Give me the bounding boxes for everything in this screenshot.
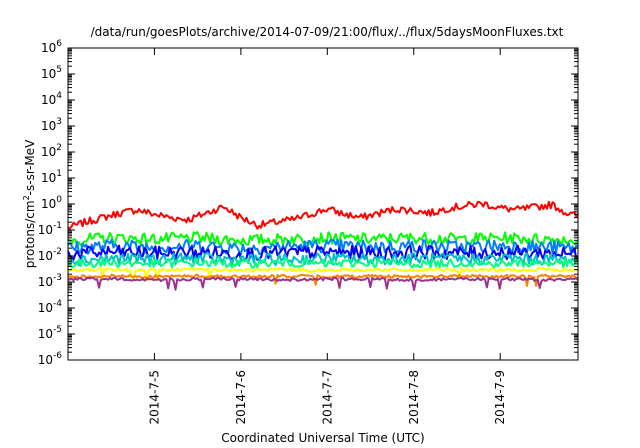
y-tick-label-base: 10 [38, 327, 53, 341]
y-tick-label: 105 [41, 65, 62, 81]
y-tick-label-base: 10 [38, 223, 53, 237]
y-tick-label-exp: -6 [53, 351, 62, 361]
series-line [67, 273, 579, 287]
x-tick-label: 2014-7-7 [320, 370, 334, 424]
x-tick-label: 2014-7-8 [407, 370, 421, 424]
x-axis-label: Coordinated Universal Time (UTC) [221, 431, 424, 445]
y-tick-label: 10-5 [38, 325, 62, 341]
plot-frame [67, 47, 579, 361]
series-line [67, 257, 579, 269]
series-line [67, 231, 579, 247]
y-tick-label-base: 10 [41, 41, 56, 55]
y-tick-label: 10-4 [38, 299, 63, 315]
series-line [67, 200, 579, 230]
y-tick-label-exp: 0 [56, 195, 62, 205]
y-tick-label-exp: 1 [56, 169, 62, 179]
y-tick-label-base: 10 [41, 93, 56, 107]
y-tick-label-exp: 6 [56, 39, 62, 49]
y-tick-label-base: 10 [41, 145, 56, 159]
y-tick-label-base: 10 [41, 67, 56, 81]
y-tick-label-exp: -1 [53, 221, 62, 231]
y-axis-label-sup: 2 [22, 195, 31, 200]
y-tick-label: 10-3 [38, 273, 62, 289]
y-tick-label: 10-6 [38, 351, 63, 367]
y-axis-label-rest: -s-sr-MeV [23, 139, 37, 195]
y-tick-label-exp: -2 [53, 247, 62, 257]
y-tick-label: 106 [41, 39, 62, 55]
y-tick-label-exp: 3 [56, 117, 62, 127]
y-tick-label-exp: 5 [56, 65, 62, 75]
y-axis-label: protons/cm2-s-sr-MeV [22, 139, 37, 268]
plot-lines [67, 200, 579, 291]
series-line [67, 244, 579, 262]
y-tick-label-exp: -4 [53, 299, 62, 309]
series-line [67, 267, 579, 282]
y-tick-label: 100 [41, 195, 62, 211]
y-tick-label-base: 10 [38, 249, 53, 263]
y-tick-label: 103 [41, 117, 62, 133]
y-tick-label-exp: -5 [53, 325, 62, 335]
y-tick-label-exp: -3 [53, 273, 62, 283]
y-tick-label-base: 10 [38, 275, 53, 289]
x-tick-label: 2014-7-6 [234, 370, 248, 424]
y-tick-label-exp: 2 [56, 143, 62, 153]
y-tick-label-base: 10 [38, 353, 53, 367]
y-tick-label-base: 10 [41, 197, 56, 211]
y-tick-label-base: 10 [41, 119, 56, 133]
y-tick-label: 101 [41, 169, 62, 185]
chart-title: /data/run/goesPlots/archive/2014-07-09/2… [91, 25, 564, 39]
y-tick-label: 10-2 [38, 247, 62, 263]
x-tick-label: 2014-7-9 [493, 370, 507, 424]
y-tick-label-base: 10 [38, 301, 53, 315]
series-line [67, 276, 579, 291]
y-tick-label: 104 [41, 91, 62, 107]
y-axis-label-base: protons/cm [23, 200, 37, 268]
y-tick-label: 10-1 [38, 221, 62, 237]
y-tick-label-exp: 4 [56, 91, 62, 101]
y-axis: 10-610-510-410-310-210-11001011021031041… [38, 39, 578, 367]
x-tick-label: 2014-7-5 [147, 370, 161, 424]
y-tick-label-base: 10 [41, 171, 56, 185]
x-axis: 2014-7-5 2014-7-6 2014-7-7 2014-7-8 2014-7-9 [147, 48, 507, 424]
y-tick-label: 102 [41, 143, 62, 159]
